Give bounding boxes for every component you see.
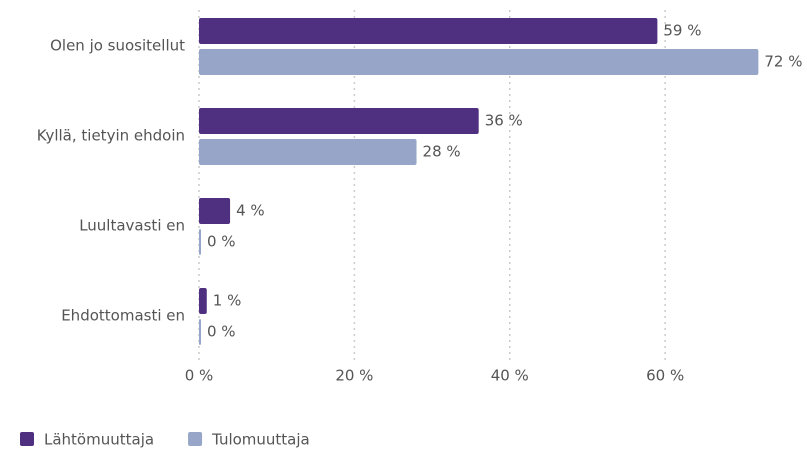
y-tick-label: Ehdottomasti en [61,307,185,325]
bar [199,288,207,314]
value-label: 59 % [663,22,701,40]
x-tick-label: 60 % [646,367,684,385]
x-tick-label: 40 % [491,367,529,385]
legend-swatch [188,432,203,446]
bar [199,108,479,134]
bar [199,139,417,165]
bar [199,319,201,345]
x-tick-label: 0 % [185,367,214,385]
legend-label: Tulomuuttaja [211,431,310,449]
value-label: 36 % [485,112,523,130]
value-label: 72 % [764,53,802,71]
legend-label: Lähtömuuttaja [44,431,154,449]
bar [199,229,201,255]
x-tick-label: 20 % [335,367,373,385]
y-tick-label: Luultavasti en [79,217,185,235]
legend-swatch [20,432,34,446]
value-label: 4 % [236,202,265,220]
bar [199,49,759,75]
y-tick-label: Olen jo suositellut [50,37,185,55]
value-label: 0 % [207,323,236,341]
value-label: 28 % [423,143,461,161]
value-label: 1 % [213,292,242,310]
bar [199,198,231,224]
value-label: 0 % [207,233,236,251]
y-tick-label: Kyllä, tietyin ehdoin [37,127,185,145]
bar [199,18,658,44]
